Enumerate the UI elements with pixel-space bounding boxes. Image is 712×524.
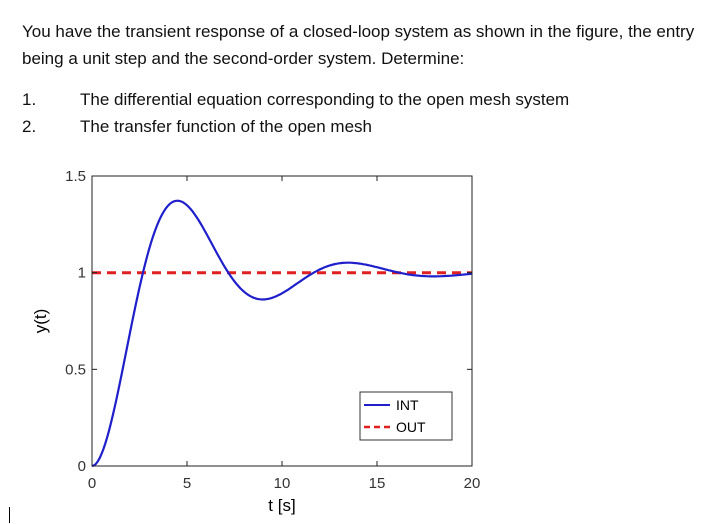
- x-axis-label: t [s]: [268, 496, 295, 515]
- question-list: 1. The differential equation correspondi…: [22, 86, 569, 140]
- y-tick-label: 0: [78, 458, 86, 475]
- question-item-2: 2. The transfer function of the open mes…: [22, 113, 569, 140]
- y-axis-label: y(t): [31, 309, 50, 334]
- x-tick-label: 20: [464, 475, 481, 492]
- question-number-2: 2.: [22, 117, 37, 136]
- question-number-1: 1.: [22, 90, 37, 109]
- x-tick-label: 0: [88, 475, 96, 492]
- legend-out-label: OUT: [396, 419, 426, 435]
- y-tick-label: 0.5: [65, 361, 86, 378]
- legend-int-label: INT: [396, 397, 419, 413]
- legend-box: [359, 391, 453, 441]
- series-int-line: [91, 199, 473, 468]
- y-tick-label: 1: [78, 265, 86, 282]
- problem-statement: You have the transient response of a clo…: [22, 22, 695, 68]
- text-cursor: [9, 507, 10, 523]
- x-tick-label: 10: [274, 475, 291, 492]
- legend: INT OUT: [359, 391, 453, 441]
- y-tick-label: 1.5: [65, 168, 86, 185]
- x-tick-label: 5: [183, 475, 191, 492]
- question-item-1: 1. The differential equation correspondi…: [22, 86, 569, 113]
- x-tick-label: 15: [369, 475, 386, 492]
- question-text-1: The differential equation corresponding …: [80, 90, 570, 109]
- question-text-2: The transfer function of the open mesh: [80, 117, 373, 136]
